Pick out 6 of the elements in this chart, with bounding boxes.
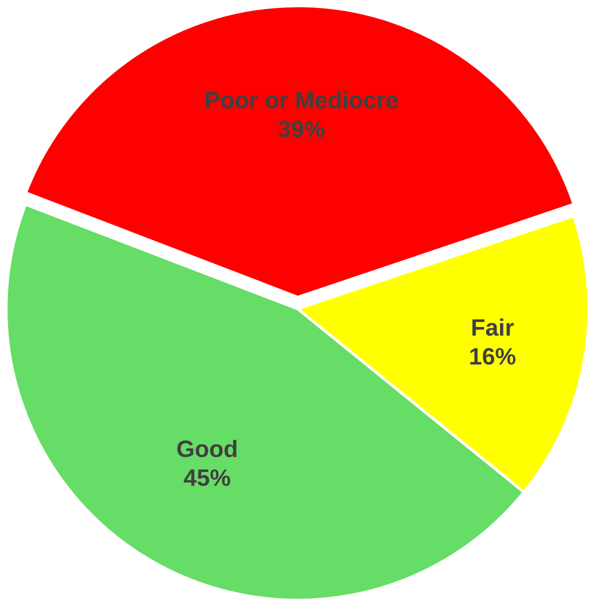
data-label: 39% <box>278 120 325 138</box>
data-label: 16% <box>470 348 516 365</box>
slice-label: Poor or Mediocre <box>206 91 398 108</box>
slice-label: Good <box>177 440 236 458</box>
slice-label: Fair <box>472 318 514 336</box>
data-label: 45% <box>184 469 230 486</box>
